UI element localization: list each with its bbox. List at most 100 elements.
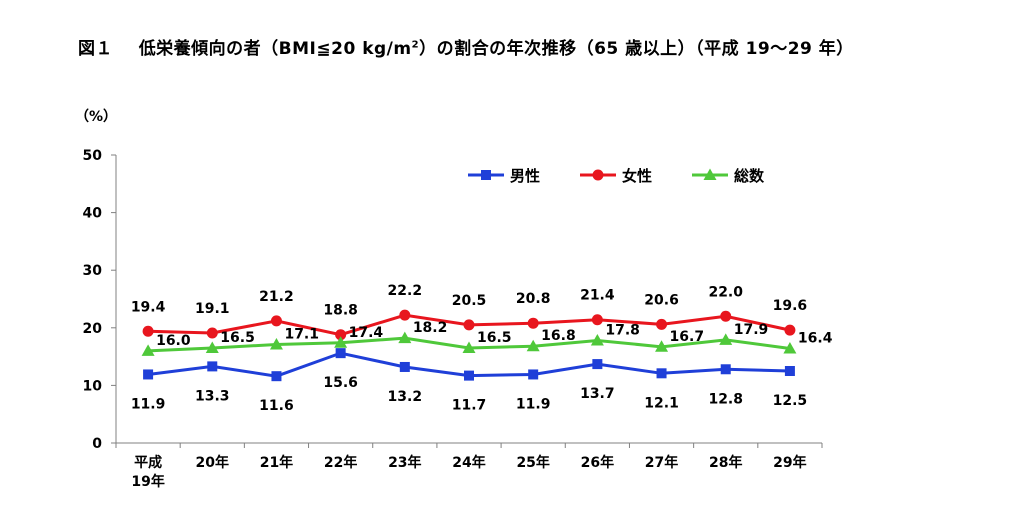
data-point-male xyxy=(720,364,731,375)
data-point-female xyxy=(270,315,282,327)
data-point-total xyxy=(269,338,283,350)
data-point-female xyxy=(463,319,475,331)
data-label-female: 20.6 xyxy=(644,292,679,308)
data-label-female: 20.8 xyxy=(516,291,551,307)
data-point-female xyxy=(399,309,411,321)
legend-label-female: 女性 xyxy=(622,167,652,185)
x-tick-label: 25年 xyxy=(516,454,549,471)
data-point-total xyxy=(462,341,476,353)
data-point-male xyxy=(399,361,410,372)
data-label-male: 13.3 xyxy=(195,388,230,404)
data-label-male: 12.8 xyxy=(708,391,743,407)
data-point-total xyxy=(526,339,540,352)
x-tick-label: 29年 xyxy=(773,454,806,471)
x-tick-label: 28年 xyxy=(709,454,742,471)
data-point-male xyxy=(207,361,218,372)
data-label-total: 18.2 xyxy=(413,320,448,336)
data-point-total xyxy=(398,331,412,344)
y-tick-label: 40 xyxy=(83,206,103,222)
data-label-total: 17.8 xyxy=(605,322,640,338)
data-label-male: 11.7 xyxy=(452,398,487,414)
x-tick-label: 23年 xyxy=(388,454,421,471)
axes: 0 10 20 30 40 50 平成 19年 20年 21年 22年 23年 24年 25年 26年 27年… xyxy=(83,148,823,490)
legend-marker-total xyxy=(703,168,717,180)
data-point-male xyxy=(784,366,795,376)
y-tick-label: 20 xyxy=(83,321,103,337)
y-tick-label: 10 xyxy=(83,378,103,394)
data-point-female xyxy=(591,314,603,326)
title-suffix: ）の割合の年次推移（65 歳以上）（平成 19〜29 年） xyxy=(419,39,854,59)
data-point-male xyxy=(464,370,474,381)
data-label-total: 16.4 xyxy=(798,331,833,347)
data-point-total xyxy=(719,333,733,345)
data-label-total: 16.5 xyxy=(477,330,512,346)
data-point-male xyxy=(656,368,667,379)
data-label-female: 22.0 xyxy=(708,284,743,300)
chart-title: 図１ 低栄養傾向の者（BMI≦20 kg/m2）の割合の年次推移（65 歳以上）… xyxy=(78,34,854,59)
legend-marker-female xyxy=(592,169,604,181)
data-point-female xyxy=(142,325,154,337)
data-point-male xyxy=(143,369,154,380)
data-label-male: 11.9 xyxy=(131,396,166,412)
legend: 男性 女性 総数 xyxy=(468,167,765,185)
data-point-male xyxy=(528,369,539,380)
data-label-male: 13.7 xyxy=(580,386,615,402)
data-label-total: 17.9 xyxy=(734,322,769,338)
data-label-total: 16.5 xyxy=(220,330,255,346)
data-label-male: 12.5 xyxy=(773,393,808,409)
x-tick-label: 22年 xyxy=(324,454,357,471)
data-point-female xyxy=(784,324,796,336)
data-label-total: 16.8 xyxy=(541,328,576,344)
series-layer xyxy=(141,309,797,382)
data-point-female xyxy=(206,327,218,339)
x-tick-label: 平成 19年 xyxy=(131,454,164,490)
data-point-female xyxy=(656,318,668,330)
data-label-female: 19.6 xyxy=(773,298,808,314)
data-label-female: 20.5 xyxy=(452,293,487,309)
legend-marker-male xyxy=(481,170,491,180)
data-point-female xyxy=(335,329,347,341)
legend-label-male: 男性 xyxy=(510,167,540,185)
title-superscript: 2 xyxy=(411,39,420,51)
data-label-female: 22.2 xyxy=(388,283,423,299)
data-point-total xyxy=(205,341,219,353)
data-label-total: 16.7 xyxy=(670,329,705,345)
data-label-total: 16.0 xyxy=(156,333,191,349)
data-label-female: 21.2 xyxy=(259,289,294,305)
data-label-total: 17.1 xyxy=(284,327,319,343)
data-point-male xyxy=(335,348,346,359)
data-label-male: 13.2 xyxy=(388,389,423,405)
data-label-female: 19.1 xyxy=(195,301,230,317)
data-labels: 11.9 13.3 11.6 15.6 13.2 11.7 11.9 13.7 12.1 12.8… xyxy=(131,283,833,414)
title-main: 低栄養傾向の者（BMI≦20 kg/m xyxy=(138,39,412,59)
data-label-female: 21.4 xyxy=(580,288,615,304)
data-label-male: 11.6 xyxy=(259,398,294,414)
legend-label-total: 総数 xyxy=(734,167,765,185)
data-point-total xyxy=(783,342,797,354)
y-tick-label: 0 xyxy=(92,436,102,452)
data-label-male: 12.1 xyxy=(644,395,679,411)
x-tick-label: 21年 xyxy=(260,454,293,471)
data-point-male xyxy=(271,371,282,382)
data-label-male: 11.9 xyxy=(516,396,551,412)
title-prefix: 図１ xyxy=(78,39,113,59)
data-point-total xyxy=(141,344,155,356)
x-tick-label: 26年 xyxy=(581,454,614,471)
data-point-total xyxy=(655,340,669,352)
data-label-female: 19.4 xyxy=(131,299,166,315)
data-label-male: 15.6 xyxy=(323,375,358,391)
data-point-total xyxy=(334,336,348,348)
data-point-female xyxy=(720,310,732,322)
data-point-male xyxy=(592,359,603,370)
data-point-total xyxy=(590,333,604,346)
data-label-female: 18.8 xyxy=(323,303,358,319)
x-tick-label: 24年 xyxy=(452,454,485,471)
y-tick-label: 30 xyxy=(83,263,103,279)
data-label-total: 17.4 xyxy=(349,325,384,341)
x-tick-label: 20年 xyxy=(196,454,229,471)
y-tick-label: 50 xyxy=(83,148,103,164)
x-tick-label: 27年 xyxy=(645,454,678,471)
y-axis-label: （%） xyxy=(75,109,117,125)
data-point-female xyxy=(527,317,539,329)
